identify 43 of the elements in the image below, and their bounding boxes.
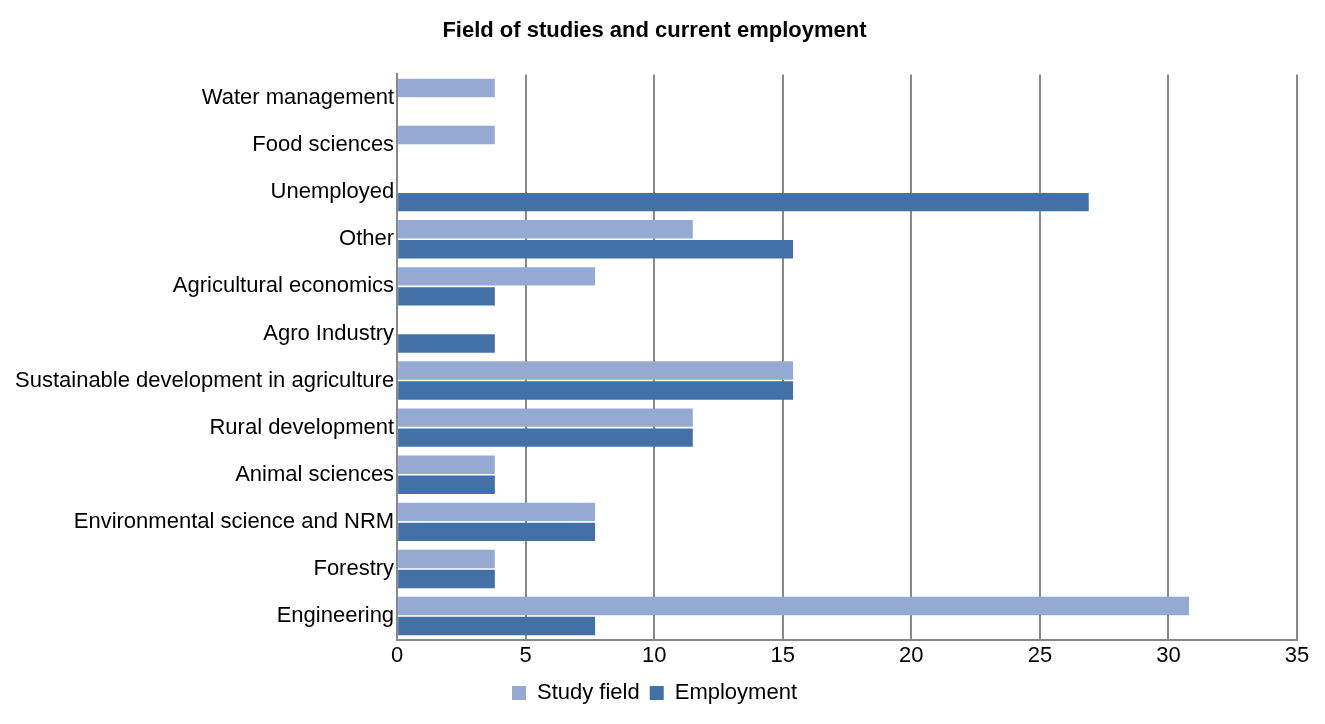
y-tick-label: Unemployed xyxy=(270,178,395,204)
bar xyxy=(398,267,596,286)
x-tick-label: 20 xyxy=(899,641,924,667)
bar xyxy=(398,240,794,259)
x-tick-label: 30 xyxy=(1156,641,1181,667)
chart-title: Field of studies and current employment xyxy=(442,17,868,43)
bar xyxy=(398,125,495,145)
y-tick-label: Agro Industry xyxy=(263,319,395,345)
bar xyxy=(398,408,693,427)
y-tick-label: Engineering xyxy=(276,602,395,628)
bar xyxy=(398,502,596,522)
y-tick-label: Other xyxy=(339,225,395,251)
y-tick-label: Environmental science and NRM xyxy=(73,507,395,533)
bar xyxy=(398,549,495,569)
y-tick-label: Rural development xyxy=(209,413,395,439)
bar xyxy=(398,361,794,380)
bar xyxy=(398,334,495,353)
y-tick-label: Food sciences xyxy=(252,131,395,157)
y-tick-label: Sustainable development in agriculture xyxy=(15,366,395,392)
bar xyxy=(398,596,1190,616)
bar xyxy=(398,428,693,447)
x-tick-label: 15 xyxy=(770,641,796,667)
x-tick-label: 35 xyxy=(1284,641,1310,667)
bar xyxy=(398,78,495,98)
x-tick-label: 5 xyxy=(519,641,532,667)
bar xyxy=(398,522,596,542)
y-tick-label: Water management xyxy=(201,84,395,110)
bar xyxy=(398,616,596,636)
bar xyxy=(398,455,495,474)
y-tick-label: Animal sciences xyxy=(235,460,395,486)
bar xyxy=(398,287,495,306)
bar xyxy=(398,381,794,400)
legend-label: Study field xyxy=(537,679,640,705)
x-tick-label: 25 xyxy=(1027,641,1053,667)
bar xyxy=(398,192,1089,212)
y-tick-label: Agricultural economics xyxy=(172,272,395,298)
bar xyxy=(398,569,495,589)
legend-label: Employment xyxy=(674,679,798,705)
bar xyxy=(398,475,495,494)
x-tick-label: 10 xyxy=(641,641,667,667)
x-tick-label: 0 xyxy=(391,641,404,667)
bar xyxy=(398,220,693,239)
y-tick-label: Forestry xyxy=(313,555,395,581)
